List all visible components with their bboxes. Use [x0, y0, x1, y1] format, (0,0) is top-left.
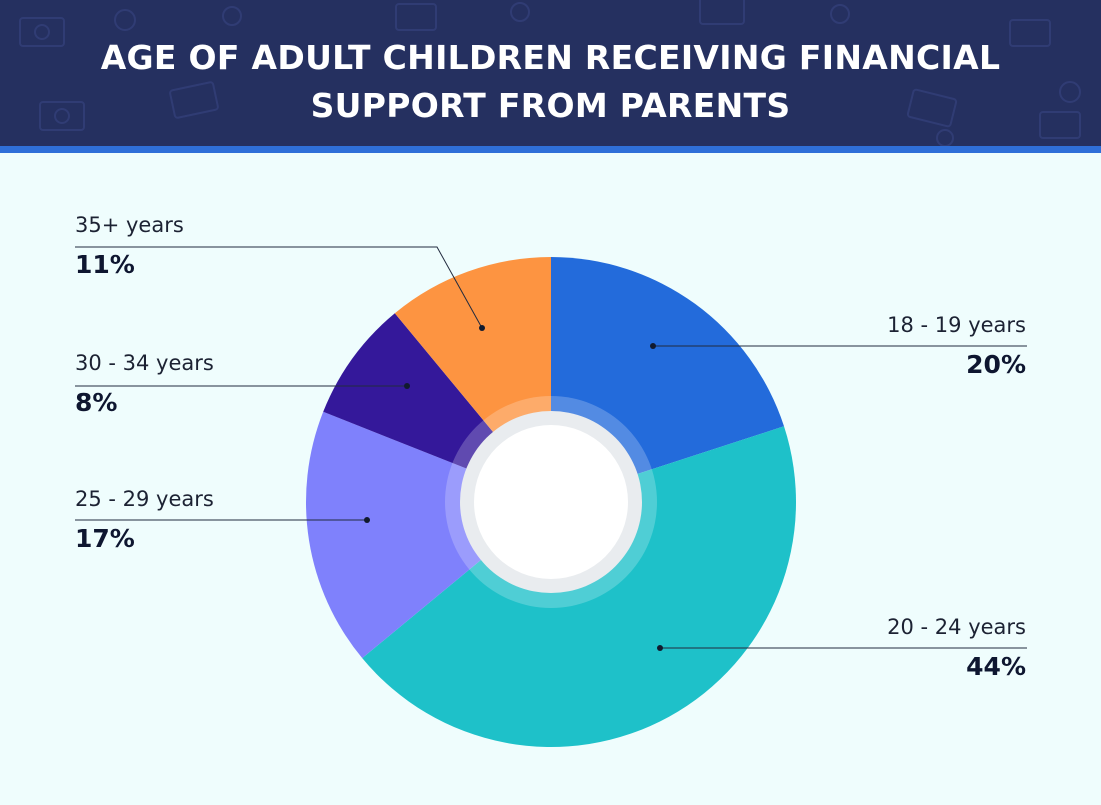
slice-label-name: 35+ years — [75, 213, 184, 237]
leader-dot — [650, 343, 656, 349]
header-banner: AGE OF ADULT CHILDREN RECEIVING FINANCIA… — [0, 0, 1101, 146]
title-line-1: AGE OF ADULT CHILDREN RECEIVING FINANCIA… — [100, 38, 1001, 77]
leader-dot — [479, 325, 485, 331]
slice-label-value: 20% — [966, 350, 1026, 379]
leader-dot — [364, 517, 370, 523]
slice-label-value: 44% — [966, 652, 1026, 681]
slice-label-25-29: 25 - 29 years 17% — [75, 486, 214, 554]
slice-label-name: 30 - 34 years — [75, 351, 214, 375]
slice-label-value: 8% — [75, 388, 118, 417]
slice-label-30-34: 30 - 34 years 8% — [75, 350, 214, 418]
slice-label-20-24: 20 - 24 years 44% — [887, 614, 1026, 682]
slice-label-value: 17% — [75, 524, 135, 553]
leader-line — [75, 246, 483, 329]
donut-hole — [474, 425, 628, 579]
slice-label-18-19: 18 - 19 years 20% — [887, 312, 1026, 380]
slice-label-name: 25 - 29 years — [75, 487, 214, 511]
slice-label-35-plus: 35+ years 11% — [75, 212, 184, 280]
slice-label-name: 20 - 24 years — [887, 615, 1026, 639]
title-line-2: SUPPORT FROM PARENTS — [310, 86, 791, 125]
leader-dot — [657, 645, 663, 651]
slice-label-value: 11% — [75, 250, 135, 279]
slice-label-name: 18 - 19 years — [887, 313, 1026, 337]
leader-dot — [404, 383, 410, 389]
header-accent-stripe — [0, 146, 1101, 153]
pie-slice-25-29-years — [306, 411, 551, 659]
money-pattern-decoration — [19, 0, 1081, 146]
chart-title: AGE OF ADULT CHILDREN RECEIVING FINANCIA… — [0, 34, 1101, 130]
